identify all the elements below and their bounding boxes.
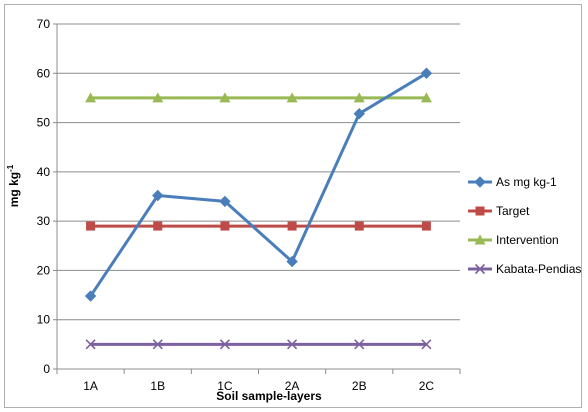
data-point (421, 339, 432, 350)
series-0 (84, 67, 433, 302)
series-group (84, 67, 433, 350)
chart-frame (4, 4, 582, 408)
data-point (354, 221, 364, 231)
data-point (286, 255, 298, 268)
y-tick-label: 0 (43, 362, 50, 376)
y-tick-label: 30 (37, 214, 51, 228)
legend-marker (474, 176, 486, 188)
x-tick-label: 1C (217, 379, 233, 393)
legend-label: Target (496, 204, 530, 218)
data-point (152, 339, 163, 350)
data-point (354, 339, 365, 350)
legend-label: As mg kg-1 (496, 175, 557, 189)
y-tick-labels: 0 10 20 30 40 50 60 70 (37, 17, 51, 376)
data-point (287, 339, 298, 350)
legend-item: Target (468, 204, 530, 218)
data-point (85, 339, 96, 350)
x-tick-label: 2B (352, 379, 367, 393)
y-tick-label: 50 (37, 116, 51, 130)
y-tick-label: 20 (37, 263, 51, 277)
data-point (153, 221, 163, 231)
y-axis-title-main: mg kg (7, 172, 21, 207)
data-point (219, 195, 231, 208)
x-tick-label: 1A (83, 379, 98, 393)
series-2 (85, 92, 432, 103)
data-point (287, 221, 297, 231)
legend-item: Kabata-Pendias (468, 262, 581, 276)
y-tick-label: 10 (37, 313, 51, 327)
x-tick-label: 2A (285, 379, 300, 393)
legend-marker (475, 206, 485, 216)
y-tick-label: 70 (37, 17, 51, 31)
axes (53, 23, 461, 374)
y-tick-label: 40 (37, 165, 51, 179)
data-point (85, 92, 97, 103)
data-point (353, 107, 365, 120)
series-3 (85, 339, 432, 350)
legend-item: As mg kg-1 (468, 175, 557, 189)
series-line (89, 72, 428, 297)
data-point (420, 67, 433, 79)
data-point (219, 92, 231, 103)
series-1 (86, 221, 431, 231)
legend-marker (474, 263, 486, 275)
data-point (152, 189, 164, 202)
data-point (220, 221, 230, 231)
legend-item: Intervention (468, 233, 559, 247)
data-point (86, 221, 96, 231)
legend-marker (474, 234, 486, 245)
gridlines (57, 23, 460, 321)
legend: As mg kg-1 Target Intervention Kabata-Pendi… (468, 175, 581, 276)
data-point (219, 339, 230, 350)
y-tick-label: 60 (37, 66, 51, 80)
data-point (353, 92, 365, 103)
x-tick-labels: 1A 1B 1C 2A 2B 2C (83, 379, 434, 393)
x-tick-label: 2C (419, 379, 435, 393)
x-tick-label: 1B (150, 379, 165, 393)
y-axis-title: mg kg-1 (6, 164, 21, 207)
legend-label: Intervention (496, 233, 559, 247)
data-point (420, 92, 432, 103)
x-axis-title: Soil sample-layers (216, 389, 322, 403)
data-point (421, 221, 431, 231)
data-point (84, 290, 97, 302)
data-point (286, 92, 298, 103)
data-point (152, 92, 164, 103)
y-axis-title-sup: -1 (6, 164, 15, 172)
legend-label: Kabata-Pendias (496, 262, 581, 276)
